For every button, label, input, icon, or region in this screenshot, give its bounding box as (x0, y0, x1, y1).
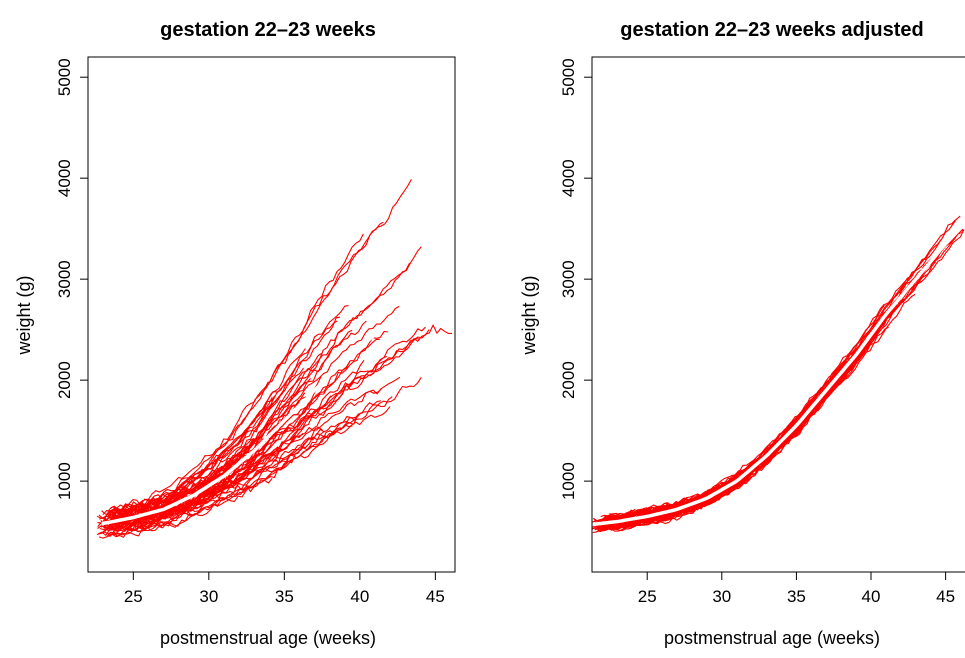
trajectory-line (598, 229, 965, 530)
x-axis: 25 30 35 40 45 (124, 572, 445, 606)
trajectory-line (604, 373, 844, 523)
y-tick-label: 4000 (55, 159, 74, 197)
trajectory-line (603, 329, 880, 528)
trajectory-line (593, 219, 956, 522)
trajectory-line (598, 215, 961, 521)
trajectory-line (607, 392, 829, 530)
trajectory-line (603, 366, 843, 521)
x-axis-label: postmenstrual age (weeks) (664, 628, 880, 648)
trajectory-line (609, 300, 905, 522)
y-axis: 1000 2000 3000 4000 5000 (559, 58, 592, 500)
x-tick-label: 30 (712, 587, 731, 606)
y-tick-label: 2000 (559, 361, 578, 399)
trajectory-line (102, 329, 353, 525)
trajectory-line (597, 228, 964, 526)
panel-right: gestation 22–23 weeks adjusted postmenst… (519, 19, 965, 648)
trajectory-line (605, 336, 872, 527)
trajectory-line (592, 269, 922, 534)
trajectory-line (595, 258, 928, 524)
trajectory-line (595, 373, 847, 531)
trajectory-line (604, 303, 885, 518)
x-tick-label: 25 (638, 587, 657, 606)
trajectory-line (592, 261, 937, 528)
x-axis: 25 30 35 40 45 (638, 572, 955, 606)
trajectory-line (607, 228, 963, 524)
trajectory-line (597, 289, 908, 531)
trajectory-line (599, 280, 921, 526)
trajectory-group (96, 179, 452, 539)
y-tick-label: 5000 (559, 58, 578, 96)
chart-title: gestation 22–23 weeks adjusted (620, 19, 923, 41)
plot-frame (591, 56, 965, 573)
trajectory-line (607, 365, 855, 531)
y-axis-label: weight (g) (14, 275, 34, 355)
y-tick-label: 5000 (55, 58, 74, 96)
trajectory-line (605, 344, 871, 528)
y-tick-label: 3000 (559, 260, 578, 298)
trajectory-line (603, 308, 891, 520)
trajectory-line (605, 293, 916, 529)
x-tick-label: 25 (124, 587, 143, 606)
trajectory-line (600, 339, 863, 526)
trajectory-line (98, 378, 312, 539)
y-axis: 1000 2000 3000 4000 5000 (55, 58, 88, 500)
x-tick-label: 45 (936, 587, 955, 606)
trajectory-line (604, 351, 859, 522)
x-tick-label: 40 (862, 587, 881, 606)
trajectory-line (594, 247, 943, 527)
plot-frame (87, 56, 456, 573)
trajectory-line (609, 304, 894, 524)
x-tick-label: 45 (426, 587, 445, 606)
trajectory-line (96, 454, 237, 519)
trajectory-line (606, 319, 888, 532)
mean-curve (101, 284, 435, 526)
y-tick-label: 2000 (55, 361, 74, 399)
trajectory-line (603, 312, 885, 527)
y-axis-label: weight (g) (519, 275, 539, 355)
panel-left: gestation 22–23 weeks postmenstrual age … (14, 19, 456, 648)
x-tick-label: 35 (787, 587, 806, 606)
trajectory-line (594, 229, 965, 531)
trajectory-line (596, 375, 840, 533)
trajectory-line (600, 226, 964, 532)
trajectory-line (106, 233, 364, 514)
mean-curve (592, 224, 964, 527)
x-tick-label: 40 (350, 587, 369, 606)
trajectory-line (593, 326, 889, 531)
trajectory-line (596, 250, 941, 530)
x-tick-label: 35 (275, 587, 294, 606)
trajectory-line (592, 257, 933, 530)
trajectory-line (605, 286, 908, 531)
trajectory-line (99, 439, 255, 520)
trajectory-group (592, 215, 965, 534)
trajectory-line (598, 382, 838, 525)
trajectory-line (608, 399, 818, 524)
y-tick-label: 4000 (559, 159, 578, 197)
trajectory-line (102, 305, 349, 516)
trajectory-line (603, 275, 918, 522)
trajectory-line (107, 355, 388, 514)
trajectory-line (603, 305, 899, 529)
trajectory-line (608, 369, 841, 527)
y-tick-label: 3000 (55, 260, 74, 298)
x-axis-label: postmenstrual age (weeks) (160, 628, 376, 648)
trajectory-line (104, 415, 359, 532)
trajectory-line (592, 231, 962, 531)
chart-title: gestation 22–23 weeks (160, 19, 376, 41)
trajectory-line (607, 366, 851, 526)
trajectory-line (595, 387, 831, 531)
y-tick-label: 1000 (559, 462, 578, 500)
trajectory-line (597, 334, 878, 530)
x-tick-label: 30 (199, 587, 218, 606)
trajectory-line (100, 324, 452, 528)
y-tick-label: 1000 (55, 462, 74, 500)
trajectory-line (597, 239, 942, 528)
trajectory-line (606, 355, 862, 532)
trajectory-line (111, 246, 422, 522)
trajectory-line (114, 359, 365, 525)
